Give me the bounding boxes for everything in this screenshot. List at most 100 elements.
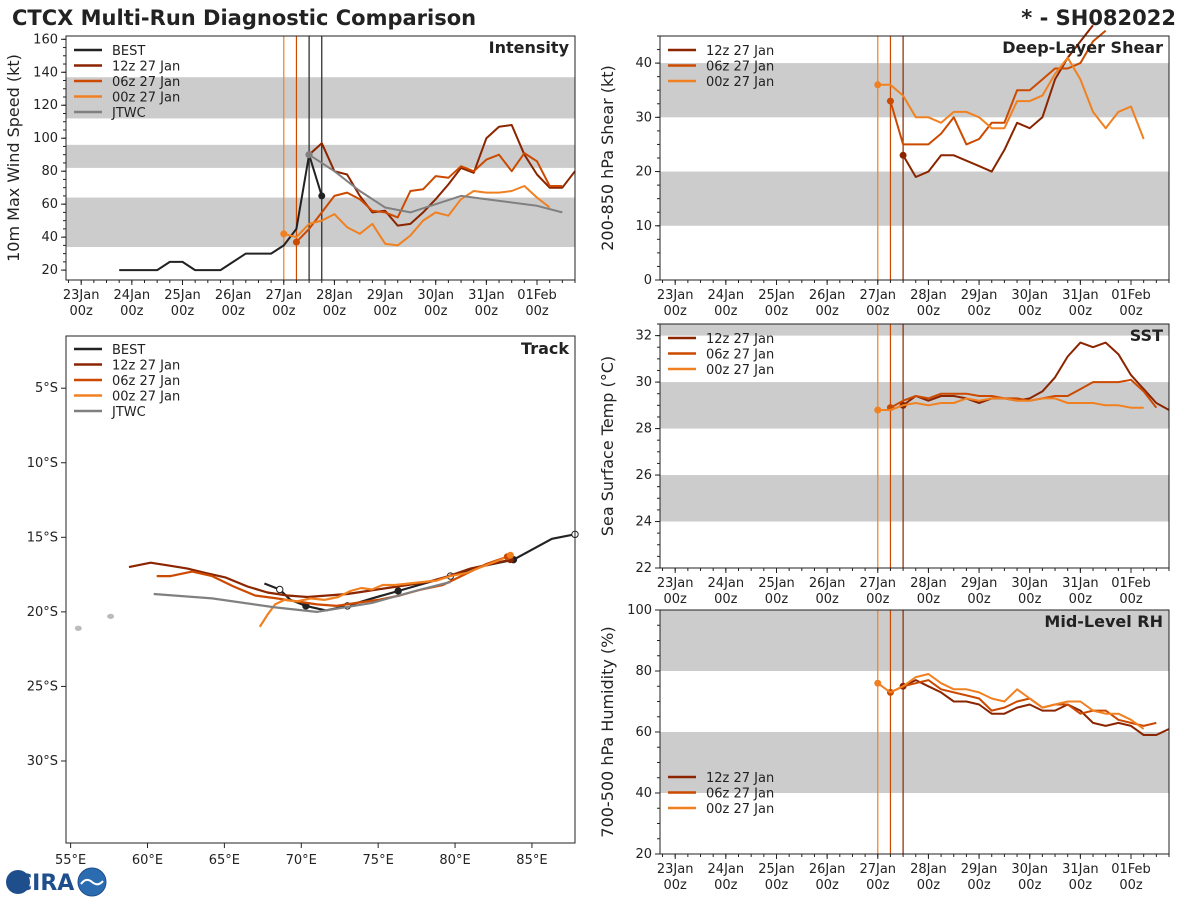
lon-tick-label: 85°E xyxy=(516,853,547,868)
x-tick-hour: 00z xyxy=(967,304,991,319)
chart-rh: 2040608010023Jan00z24Jan00z25Jan00z26Jan… xyxy=(598,603,1170,893)
x-tick-hour: 00z xyxy=(1069,592,1093,607)
x-tick-date: 24Jan xyxy=(708,288,745,303)
legend-label: 00z 27 Jan xyxy=(706,802,774,817)
x-tick-hour: 00z xyxy=(120,304,144,319)
x-tick-hour: 00z xyxy=(1119,304,1143,319)
x-tick-hour: 00z xyxy=(664,304,688,319)
lat-tick-label: 15°S xyxy=(27,530,58,545)
x-tick-hour: 00z xyxy=(272,304,296,319)
x-tick-date: 01Feb xyxy=(517,288,557,303)
panel-title: Deep-Layer Shear xyxy=(1002,38,1163,57)
x-tick-date: 30Jan xyxy=(417,288,454,303)
y-axis-label: 10m Max Wind Speed (kt) xyxy=(4,54,23,262)
series-line-00z-27-jan xyxy=(877,397,1144,411)
map-frame xyxy=(65,335,576,844)
x-tick-date: 01Feb xyxy=(1111,288,1151,303)
island-landmass xyxy=(74,625,82,631)
panel-title: Track xyxy=(521,339,569,358)
series-line-12z-27-jan xyxy=(902,341,1170,411)
chart-shear: 01020304023Jan00z24Jan00z25Jan00z26Jan00… xyxy=(598,24,1170,319)
legend-label: 12z 27 Jan xyxy=(112,359,180,374)
x-tick-hour: 00z xyxy=(475,304,499,319)
threshold-band xyxy=(66,197,575,248)
x-tick-hour: 00z xyxy=(373,304,397,319)
x-tick-date: 26Jan xyxy=(809,862,846,877)
threshold-band xyxy=(660,324,1169,336)
threshold-band xyxy=(660,475,1169,522)
cira-logo-text: CIRA xyxy=(16,871,74,896)
lon-tick-label: 70°E xyxy=(286,853,317,868)
series-start-marker xyxy=(280,230,288,238)
track-position-marker xyxy=(394,587,402,595)
panel-title: Intensity xyxy=(489,38,570,57)
x-tick-date: 27Jan xyxy=(859,576,896,591)
x-tick-date: 26Jan xyxy=(809,288,846,303)
x-tick-date: 24Jan xyxy=(114,288,151,303)
plot-frame xyxy=(659,323,1170,569)
chart-track: 55°E 60°E 65°E 70°E 75°E 80°E 85°E 5°S 10°S 15°S 2… xyxy=(27,335,579,868)
series-line-06z-27-jan xyxy=(295,152,563,243)
track-jtwc xyxy=(153,580,451,614)
x-tick-date: 24Jan xyxy=(708,862,745,877)
jtwc-start-marker xyxy=(305,151,313,159)
x-tick-date: 27Jan xyxy=(859,862,896,877)
legend-label: 12z 27 Jan xyxy=(706,332,774,347)
x-tick-hour: 00z xyxy=(917,304,941,319)
x-tick-hour: 00z xyxy=(1119,878,1143,893)
x-tick-date: 25Jan xyxy=(758,288,795,303)
x-tick-hour: 00z xyxy=(765,592,789,607)
x-tick-hour: 00z xyxy=(525,304,549,319)
x-tick-date: 30Jan xyxy=(1011,862,1048,877)
x-tick-hour: 00z xyxy=(866,304,890,319)
x-tick-hour: 00z xyxy=(664,592,688,607)
lon-tick-label: 55°E xyxy=(55,853,86,868)
x-tick-hour: 00z xyxy=(815,592,839,607)
y-tick-label: 24 xyxy=(635,515,652,530)
series-start-marker xyxy=(874,679,882,687)
y-tick-label: 100 xyxy=(33,131,58,146)
x-tick-date: 23Jan xyxy=(657,862,694,877)
series-line-06z-27-jan xyxy=(889,378,1158,409)
plot-frame xyxy=(65,35,576,281)
x-tick-date: 26Jan xyxy=(809,576,846,591)
x-tick-date: 29Jan xyxy=(961,576,998,591)
x-tick-hour: 00z xyxy=(765,878,789,893)
cira-globe-icon xyxy=(6,870,30,894)
y-axis-label: Sea Surface Temp (°C) xyxy=(598,356,617,536)
x-tick-hour: 00z xyxy=(1018,304,1042,319)
x-tick-date: 26Jan xyxy=(215,288,252,303)
x-tick-date: 29Jan xyxy=(961,288,998,303)
series-line-12z-27-jan xyxy=(902,679,1170,736)
panel-title: SST xyxy=(1130,326,1163,345)
x-tick-date: 01Feb xyxy=(1111,862,1151,877)
x-tick-hour: 00z xyxy=(70,304,94,319)
series-line-06z-27-jan xyxy=(889,29,1107,146)
legend-label: 12z 27 Jan xyxy=(706,44,774,59)
x-tick-hour: 00z xyxy=(323,304,347,319)
x-tick-hour: 00z xyxy=(967,592,991,607)
x-tick-hour: 00z xyxy=(1069,878,1093,893)
series-start-marker xyxy=(874,406,882,414)
y-tick-label: 28 xyxy=(635,422,652,437)
x-tick-hour: 00z xyxy=(714,304,738,319)
x-tick-hour: 00z xyxy=(171,304,195,319)
x-tick-date: 31Jan xyxy=(1062,862,1099,877)
y-tick-label: 10 xyxy=(635,219,652,234)
x-tick-date: 23Jan xyxy=(657,288,694,303)
x-tick-date: 28Jan xyxy=(910,288,947,303)
y-tick-label: 30 xyxy=(635,375,652,390)
lat-tick-label: 5°S xyxy=(35,381,58,396)
x-tick-date: 25Jan xyxy=(758,862,795,877)
y-tick-label: 60 xyxy=(41,197,58,212)
legend-label: 06z 27 Jan xyxy=(706,348,774,363)
x-tick-hour: 00z xyxy=(714,592,738,607)
x-tick-date: 25Jan xyxy=(758,576,795,591)
page-title: CTCX Multi-Run Diagnostic Comparison xyxy=(12,6,477,30)
series-line-00z-27-jan xyxy=(283,185,551,247)
lon-tick-label: 65°E xyxy=(209,853,240,868)
cira-logo: CIRA xyxy=(6,867,107,897)
series-line-best xyxy=(119,153,323,272)
legend-label: 06z 27 Jan xyxy=(112,75,180,90)
